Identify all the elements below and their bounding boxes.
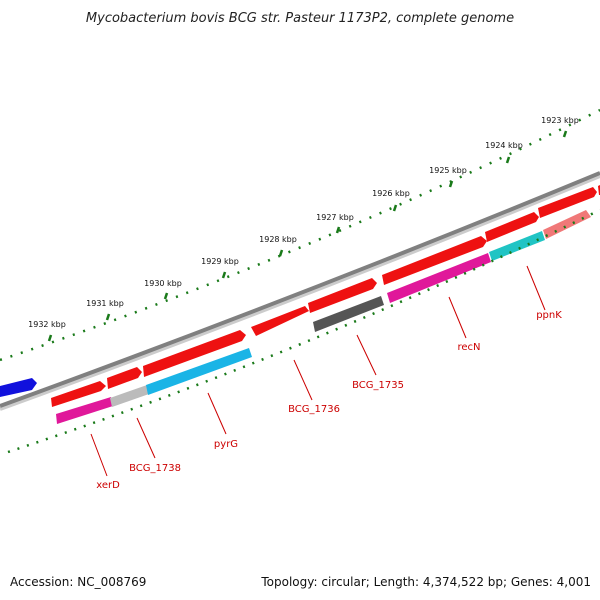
gene-gray-bcg1735 xyxy=(313,296,384,332)
tick-label-1929: 1929 kbp xyxy=(201,257,239,266)
gene-label-bcg1735: BCG_1735 xyxy=(352,380,404,391)
major-tick xyxy=(163,292,169,300)
gene-teal-ppnk xyxy=(489,231,545,261)
gene-cyan-pyrg xyxy=(146,348,252,395)
major-tick xyxy=(562,130,568,138)
gene-pink-right xyxy=(543,210,591,239)
lower-gene-track xyxy=(56,210,591,424)
gene-labels: ppnK recN BCG_1735 BCG_1736 pyrG BCG_173… xyxy=(96,310,562,491)
tick-labels: 1923 kbp 1924 kbp 1925 kbp 1926 kbp 1927… xyxy=(28,116,579,329)
gene-label-ppnk: ppnK xyxy=(536,310,562,321)
gene-red-5 xyxy=(308,278,377,313)
leader-bcg1736 xyxy=(293,359,313,401)
major-tick xyxy=(335,226,341,234)
gene-red-6 xyxy=(382,236,487,285)
tick-label-1925: 1925 kbp xyxy=(429,166,467,175)
gene-label-bcg1736: BCG_1736 xyxy=(288,404,340,415)
outer-ruler xyxy=(0,108,600,362)
gene-red-3 xyxy=(143,330,246,377)
leader-ppnk xyxy=(526,265,546,311)
leader-bcg1738 xyxy=(136,417,156,459)
major-tick xyxy=(278,249,284,257)
tick-label-1932: 1932 kbp xyxy=(28,320,66,329)
gene-red-7 xyxy=(485,212,539,242)
major-tick xyxy=(105,313,111,321)
genome-summary-label: Topology: circular; Length: 4,374,522 bp… xyxy=(260,575,591,589)
tick-label-1931: 1931 kbp xyxy=(86,299,124,308)
outer-ruler-dots xyxy=(0,108,600,362)
gene-red-4 xyxy=(251,306,309,336)
gene-label-xerd: xerD xyxy=(96,480,120,491)
backbone-line xyxy=(0,171,600,408)
gene-label-pyrg: pyrG xyxy=(214,439,238,450)
backbone-shadow xyxy=(0,174,600,411)
leader-xerd xyxy=(90,433,108,477)
genome-backbone xyxy=(0,171,600,411)
major-tick xyxy=(505,156,511,164)
outer-major-ticks xyxy=(47,130,568,342)
gene-magenta-recn xyxy=(387,253,491,303)
major-tick xyxy=(221,271,227,279)
tick-label-1923: 1923 kbp xyxy=(541,116,579,125)
gene-label-recn: recN xyxy=(457,342,480,353)
major-tick xyxy=(448,180,454,188)
tick-label-1926: 1926 kbp xyxy=(372,189,410,198)
leader-recn xyxy=(448,296,467,339)
gene-label-bcg1738: BCG_1738 xyxy=(129,463,181,474)
tick-label-1927: 1927 kbp xyxy=(316,213,354,222)
leader-bcg1735 xyxy=(356,334,377,376)
map-title: Mycobacterium bovis BCG str. Pasteur 117… xyxy=(86,11,514,26)
accession-label: Accession: NC_008769 xyxy=(10,575,146,589)
label-leaders xyxy=(90,265,546,477)
gene-red-1 xyxy=(51,381,106,407)
gene-lightgray-bcg1738 xyxy=(110,385,149,407)
major-tick xyxy=(392,204,398,212)
major-tick xyxy=(47,334,53,342)
gene-red-8 xyxy=(538,187,597,218)
gene-red-2 xyxy=(107,367,142,389)
tick-label-1930: 1930 kbp xyxy=(144,279,182,288)
gene-magenta-xerd xyxy=(56,397,113,424)
tick-label-1924: 1924 kbp xyxy=(485,141,523,150)
gene-blue-left xyxy=(0,378,37,397)
leader-pyrg xyxy=(207,392,227,435)
tick-label-1928: 1928 kbp xyxy=(259,235,297,244)
